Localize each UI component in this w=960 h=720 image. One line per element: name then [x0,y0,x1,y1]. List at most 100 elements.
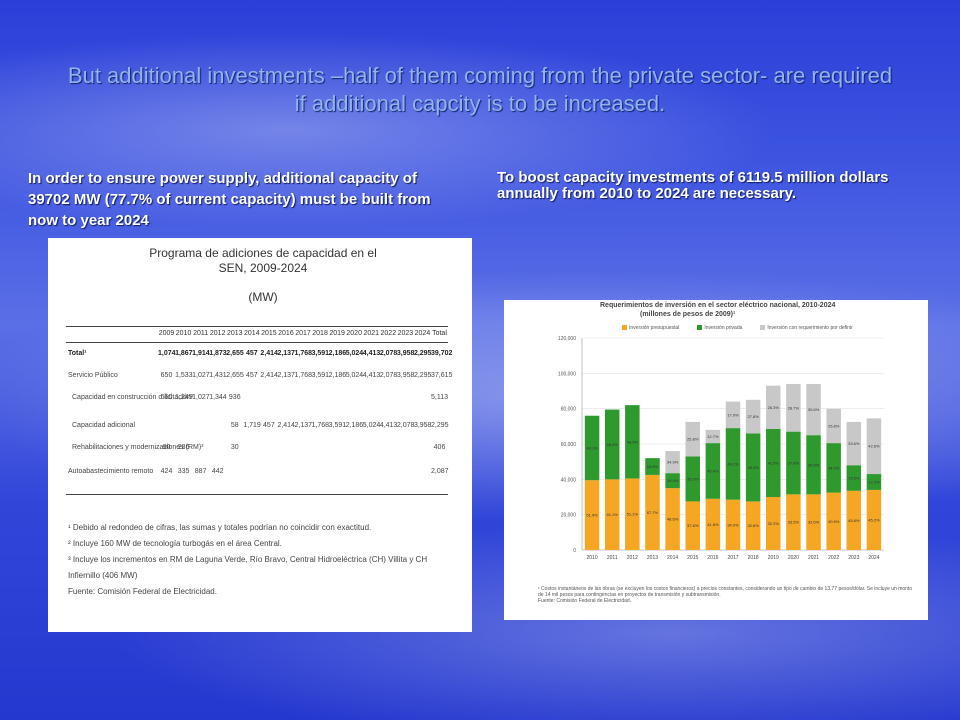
table-cell [380,394,397,401]
table-row-label: Capacidad en construcción o licitación² [72,394,194,401]
bar-data-label: 48.1% [586,445,598,450]
table-note: Fuente: Comisión Federal de Electricidad… [68,587,217,596]
table-year-header: 2011 [193,330,209,337]
table-cell [295,394,312,401]
bar-segment [625,405,640,479]
table-cell [380,444,397,451]
y-tick-label: 40,000 [561,477,577,483]
table-cell: 2,414 [277,422,295,429]
x-tick-label: 2019 [768,555,779,561]
table-cell [209,422,226,429]
bar-data-label: 30.6% [808,407,820,412]
bar-segment [705,429,721,444]
table-cell: 5,024 [362,422,381,429]
table-cell [397,444,414,451]
table-cell: 2,137 [294,422,313,429]
table-cell [260,444,277,451]
table-cell [209,444,226,451]
bar-segment [745,501,761,550]
table-cell [295,444,312,451]
y-tick-label: 100,000 [558,371,576,377]
legend-item: Inversión con requerimiento por definir [760,325,853,331]
investment-chart-panel: Requerimientos de inversión en el sector… [504,300,928,620]
table-cell: 286 [177,444,190,451]
table-year-header: 2018 [312,330,328,337]
table-cell: 2,414 [260,372,278,379]
bar-data-label: 51.9% [586,513,598,518]
table-cell: 2,655 [226,350,244,357]
table-cell: 2,087 [431,468,449,475]
bar-data-label: 51.1% [607,512,619,517]
bar-data-label: 37.8% [788,460,800,465]
x-tick-label: 2024 [868,555,879,561]
table-cell: 5,024 [345,350,364,357]
table-cell [397,468,414,475]
x-tick-label: 2020 [788,555,799,561]
table-cell: 1,027 [192,394,210,401]
table-cell [414,468,431,475]
bar-segment [806,383,821,436]
table-header-row: 2009 2010 2011 2012 2013 2014 2015 2016 2017 2018… [158,330,448,337]
bar-segment [665,473,680,489]
table-row-label: Total¹ [68,350,87,357]
table-cell: 3,591 [328,422,347,429]
bar-segment [766,385,781,429]
table-cell: 4,413 [362,372,381,379]
table-cell: 5,024 [345,372,364,379]
table-year-header: 2024 [414,330,431,337]
table-cell: 406 [433,444,446,451]
table-year-header: 2014 [244,330,260,337]
bar-segment [604,479,620,550]
bar-segment [745,399,761,434]
bar-data-label: 48.6% [667,517,679,522]
table-year-header: 2016 [278,330,294,337]
legend-label: Inversión con requerimiento por definir [767,325,853,331]
slide-title: But additional investments –half of them… [67,63,893,116]
table-cell: 30 [230,444,239,451]
bar-segment [584,480,600,550]
table-cell: 58 [230,422,239,429]
bar-data-label: 41.5% [768,460,780,465]
bar-data-label: 12.2% [868,479,880,484]
table-cell: 1,719 [243,422,261,429]
table-title: Programa de adiciones de capacidad en el… [148,246,378,305]
table-row-label: Capacidad adicional [72,422,136,429]
bar-segment [766,428,781,497]
legend-swatch [760,325,766,331]
x-tick-label: 2010 [587,555,598,561]
bar-data-label: 48.9% [627,439,639,444]
bar-segment [725,428,741,500]
bar-segment [806,435,821,495]
table-cell [414,394,431,401]
table-cell: 1,867 [175,350,193,357]
bar-data-label: 45.2% [868,517,880,522]
bar-data-label: 34.9% [667,460,679,465]
table-cell [380,468,397,475]
table-year-header: 2019 [329,330,345,337]
table-cell [329,394,346,401]
bar-segment [604,409,620,480]
chart-title-block: Requerimientos de inversión en el sector… [600,301,900,319]
table-cell: 2,186 [328,350,347,357]
table-note: ¹ Debido al redondeo de cifras, las suma… [68,523,372,532]
x-tick-label: 2017 [727,555,738,561]
table-cell: 2,186 [345,422,364,429]
table-year-header: 2009 [158,330,175,337]
bar-segment [866,474,882,490]
table-cell: 3,958 [396,372,415,379]
table-cell [312,468,329,475]
table-year-header: 2017 [295,330,311,337]
bar-segment [725,499,741,550]
table-cell: 39,702 [431,350,453,357]
table-cell: 457 [245,372,258,379]
chart-legend: Inversión presupuestal Inversión privada I… [622,325,853,331]
bar-segment [685,456,700,502]
capacity-table-panel: Programa de adiciones de capacidad en el… [48,238,472,632]
table-row-label: Servicio Público [68,372,118,379]
table-cell: 1,873 [209,350,227,357]
table-cell [363,468,380,475]
bar-segment [665,488,680,550]
table-year-header: 2012 [209,330,226,337]
table-cell: 4,413 [379,422,398,429]
stacked-bar-chart: 0 20,000 40,000 60,000 80,000 100,000 120,000 5… [558,336,884,561]
